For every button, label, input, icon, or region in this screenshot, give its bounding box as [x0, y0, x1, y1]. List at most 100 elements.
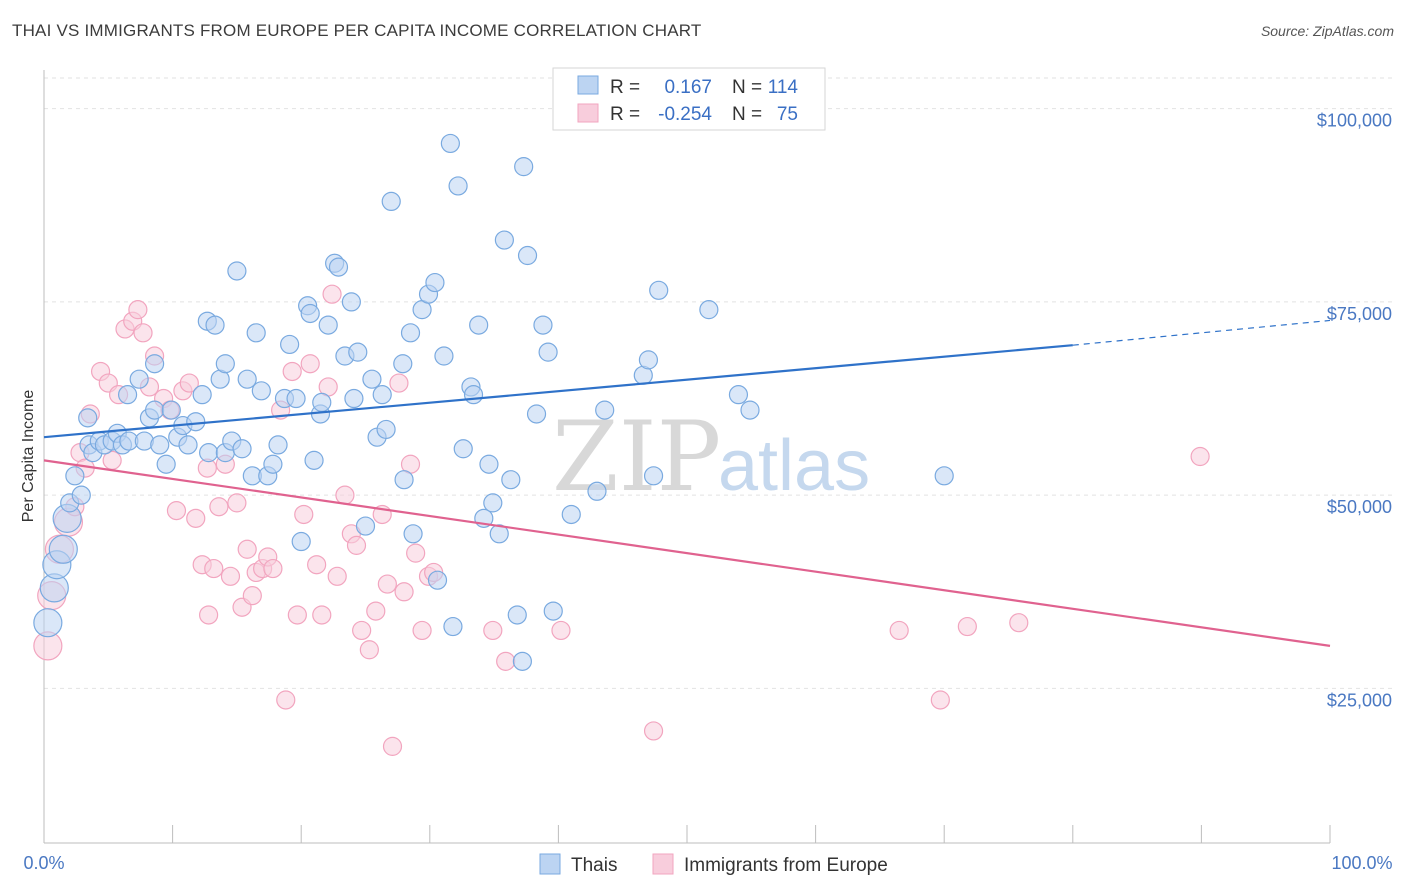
immigrants-point-22	[179, 373, 199, 393]
thais-point-55	[312, 392, 332, 412]
thais-point-98	[543, 601, 563, 621]
thais-point-93	[514, 157, 534, 177]
thais-point-58	[328, 257, 349, 277]
thais-point-99	[561, 504, 581, 525]
thais-point-106	[699, 300, 719, 320]
thais-point-30	[192, 385, 212, 405]
source-label: Source: ZipAtlas.com	[1260, 23, 1394, 39]
y-tick-label-3: $100,000	[1317, 111, 1392, 131]
immigrants-point-44	[300, 354, 320, 374]
thais-point-100	[587, 481, 607, 501]
immigrants-point-38	[263, 558, 283, 579]
immigrants-point-55	[366, 601, 386, 621]
legend-n-label-thais: N =	[732, 77, 762, 98]
thais-point-3	[48, 534, 78, 564]
immigrants-point-26	[199, 605, 219, 625]
thais-point-72	[403, 524, 423, 544]
immigrants-point-45	[307, 555, 327, 575]
thais-point-84	[469, 315, 489, 335]
y-tick-label-1: $50,000	[1327, 497, 1392, 517]
immigrants-point-23	[186, 508, 206, 528]
immigrants-point-48	[322, 284, 342, 304]
immigrants-point-46	[312, 605, 332, 625]
thais-point-17	[117, 385, 138, 405]
y-axis-label: Per Capita Income	[20, 390, 37, 523]
thais-point-95	[526, 404, 547, 424]
immigrants-point-69	[643, 721, 664, 741]
x-tick-label-max: 100.0%	[1331, 853, 1392, 873]
bottom-legend-label-immigrants: Immigrants from Europe	[684, 855, 888, 876]
immigrants-point-58	[382, 736, 403, 756]
immigrants-point-68	[551, 620, 571, 641]
thais-point-62	[348, 342, 368, 362]
thais-point-45	[263, 454, 283, 474]
bottom-legend-swatch-thais	[539, 853, 561, 875]
immigrants-point-28	[209, 497, 229, 517]
thais-point-70	[394, 470, 414, 490]
thais-point-78	[440, 133, 460, 154]
thais-point-67	[376, 419, 396, 440]
thais-point-79	[443, 616, 463, 637]
trend-line-thais	[43, 344, 1073, 439]
thais-point-88	[489, 524, 509, 544]
immigrants-point-31	[227, 493, 247, 513]
thais-point-60	[341, 292, 361, 312]
thais-point-42	[246, 323, 266, 343]
thais-point-92	[512, 651, 532, 671]
thais-point-101	[595, 400, 615, 420]
immigrants-point-50	[335, 485, 355, 505]
thais-point-39	[232, 439, 252, 459]
immigrants-point-63	[412, 620, 432, 641]
thais-point-104	[643, 466, 664, 486]
thais-point-69	[393, 354, 413, 374]
immigrants-point-71	[930, 690, 950, 710]
immigrants-point-72	[957, 616, 977, 637]
x-ticks	[43, 825, 1331, 843]
thais-point-97	[538, 342, 558, 362]
thais-point-90	[501, 470, 521, 490]
y-tick-label-0: $25,000	[1327, 690, 1392, 710]
thais-point-21	[144, 400, 165, 420]
thais-point-46	[268, 435, 288, 455]
thais-point-87	[483, 493, 503, 513]
bottom-legend-label-thais: Thais	[571, 855, 617, 876]
legend-r-label-thais: R =	[610, 77, 640, 98]
thais-point-28	[178, 435, 198, 455]
thais-point-103	[638, 350, 659, 370]
thais-point-63	[355, 516, 376, 536]
thais-point-105	[649, 280, 669, 300]
legend-r-value-thais: 0.167	[664, 77, 712, 98]
thais-point-83	[463, 385, 484, 405]
legend-n-value-immigrants: 75	[777, 104, 798, 125]
immigrants-point-14	[128, 300, 148, 320]
series-thais-points	[33, 133, 954, 671]
thais-point-109	[934, 466, 954, 486]
thais-point-7	[71, 485, 91, 505]
thais-point-61	[344, 388, 364, 409]
series-legend: Thais Immigrants from Europe	[539, 853, 888, 876]
thais-point-91	[507, 605, 527, 625]
thais-point-75	[425, 272, 445, 293]
thais-point-77	[434, 346, 454, 366]
bottom-legend-swatch-immigrants	[652, 853, 674, 875]
thais-point-53	[304, 450, 324, 470]
thais-point-48	[280, 334, 300, 355]
immigrants-point-30	[220, 566, 241, 586]
immigrants-point-59	[389, 373, 409, 393]
thais-point-68	[381, 191, 401, 212]
thais-point-71	[400, 323, 421, 343]
watermark-zip: ZIP	[552, 401, 721, 513]
thais-point-76	[427, 570, 448, 590]
immigrants-point-27	[204, 558, 224, 579]
x-tick-label-min: 0.0%	[23, 853, 64, 873]
immigrants-point-52	[346, 535, 367, 555]
thais-point-40	[237, 369, 257, 389]
immigrants-point-33	[237, 539, 257, 559]
thais-point-94	[517, 245, 538, 266]
thais-point-33	[205, 315, 225, 335]
thais-point-52	[300, 303, 320, 324]
thais-point-25	[161, 400, 181, 420]
immigrants-point-57	[377, 574, 397, 594]
immigrants-point-49	[327, 566, 347, 586]
